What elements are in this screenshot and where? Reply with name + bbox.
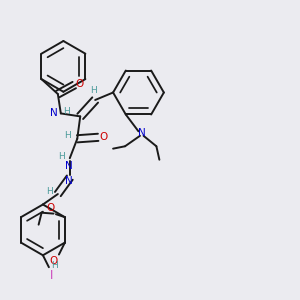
Text: N: N bbox=[65, 176, 73, 186]
Text: H: H bbox=[46, 187, 52, 196]
Text: H: H bbox=[90, 86, 97, 95]
Text: O: O bbox=[76, 79, 84, 89]
Text: O: O bbox=[100, 132, 108, 142]
Text: H: H bbox=[64, 131, 71, 140]
Text: N: N bbox=[138, 128, 145, 138]
Text: O: O bbox=[46, 203, 54, 213]
Text: O: O bbox=[50, 256, 58, 266]
Text: H: H bbox=[51, 261, 58, 270]
Text: N: N bbox=[50, 108, 58, 118]
Text: N: N bbox=[65, 160, 73, 171]
Text: I: I bbox=[50, 269, 53, 282]
Text: H: H bbox=[58, 152, 64, 161]
Text: H: H bbox=[63, 107, 70, 116]
